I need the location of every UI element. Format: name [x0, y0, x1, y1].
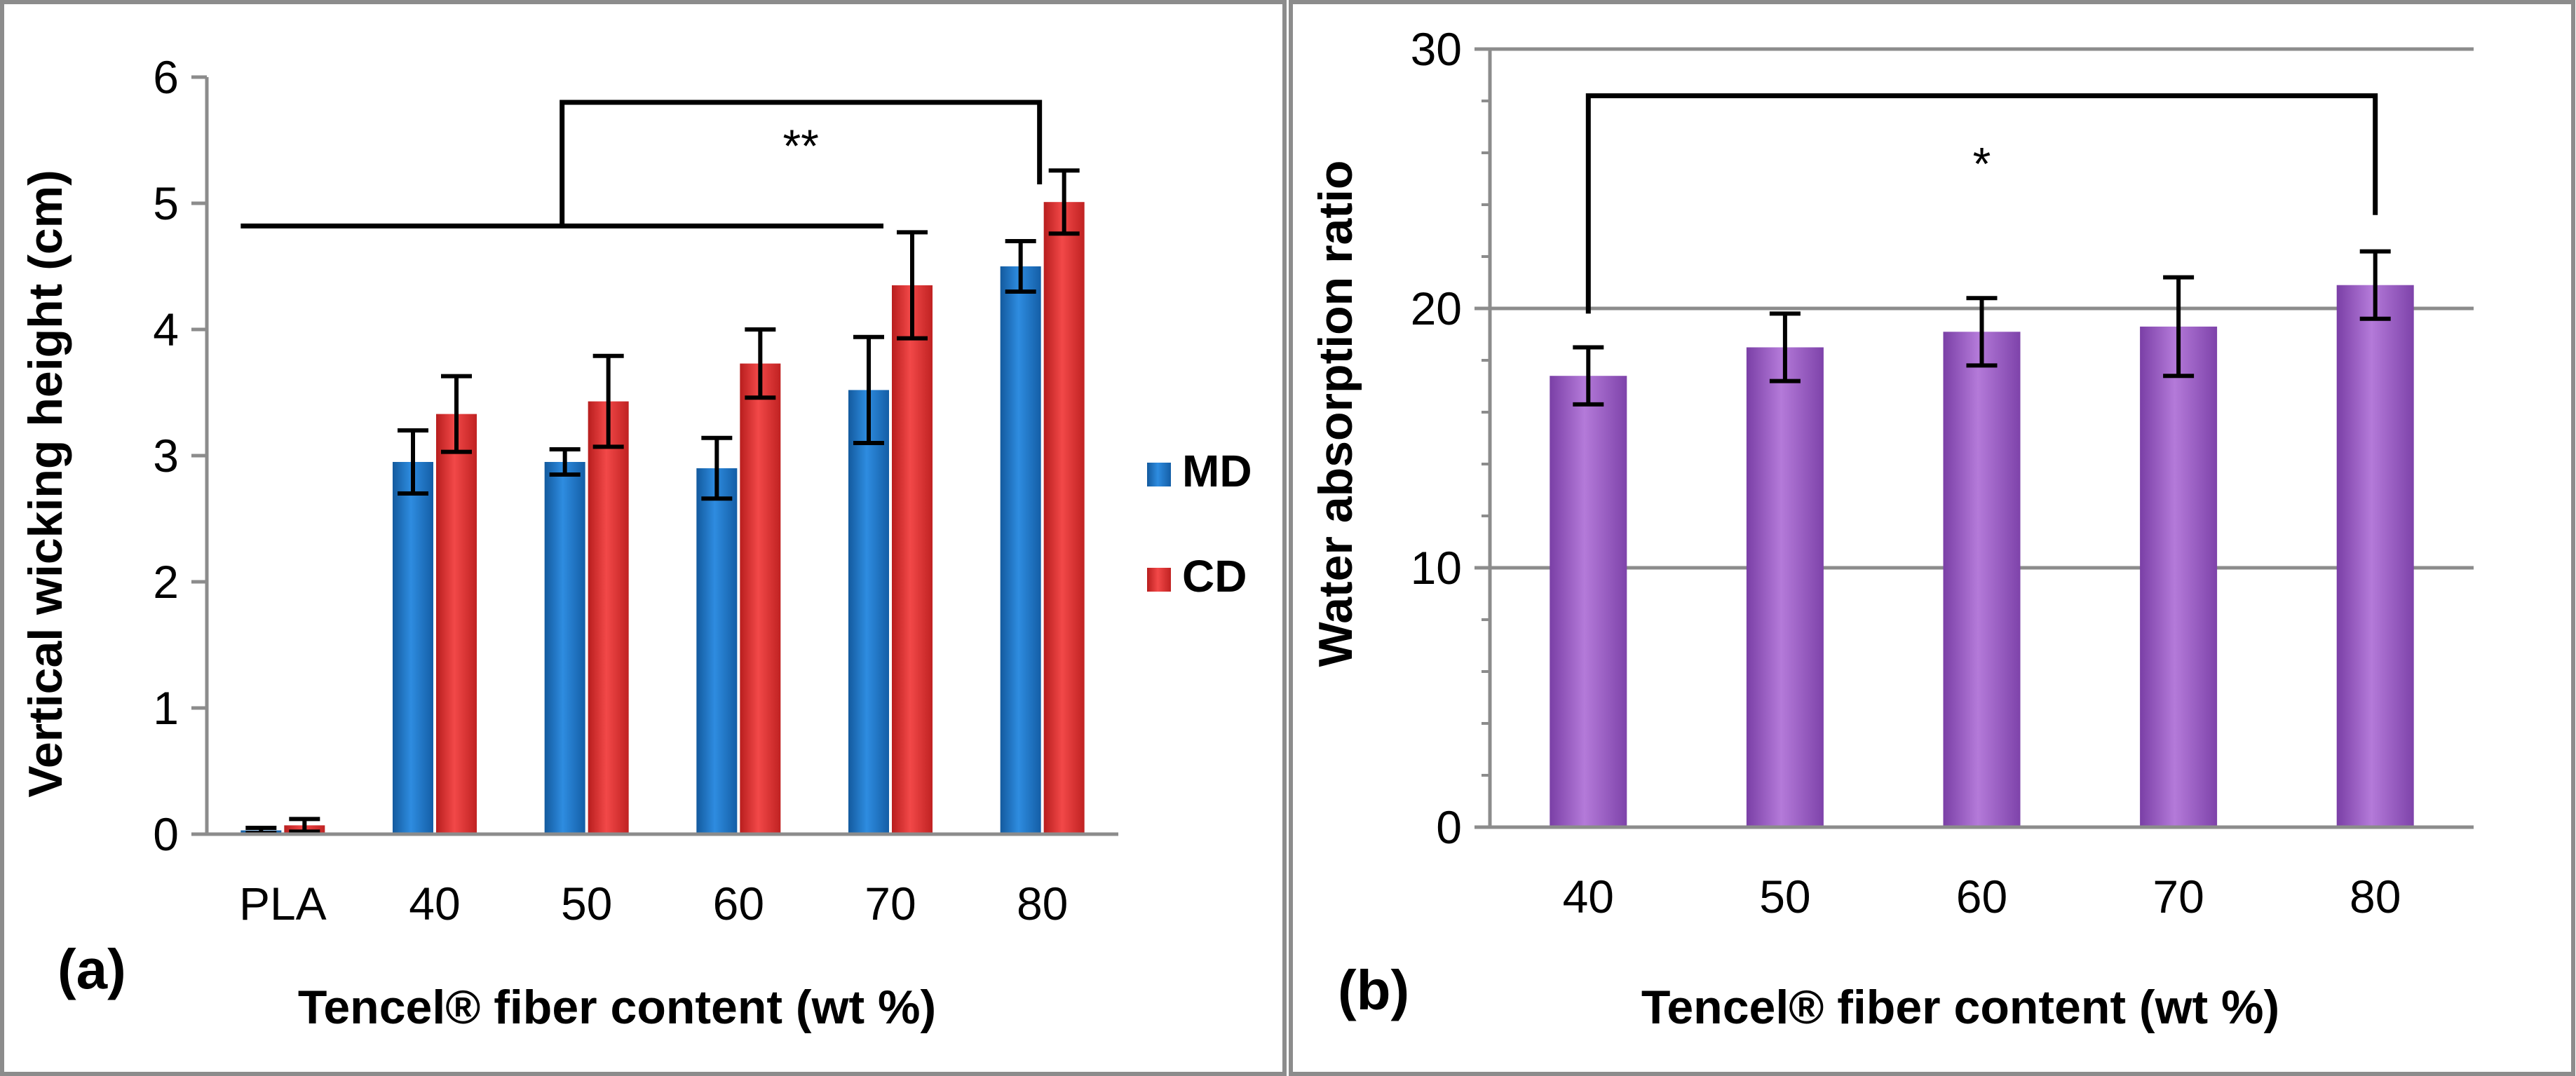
x-axis-title: Tencel® fiber content (wt %)	[298, 981, 936, 1034]
y-tick-label: 20	[1411, 282, 1462, 334]
significance-bracket	[240, 100, 1043, 229]
error-bar	[1966, 296, 1998, 368]
error-bar-cd	[745, 327, 776, 400]
wicking-height-chart: 0 1 2 3 4 5 6 PLA 40 50 60 70 80 ** Vertical wickin…	[0, 0, 1287, 1076]
y-tick-label: 6	[153, 51, 179, 103]
x-tick-label: 80	[1017, 878, 1068, 929]
x-tick-label: 50	[1759, 871, 1810, 922]
y-axis-title: Water absorption ratio	[1309, 161, 1362, 667]
bar-cd	[588, 401, 629, 834]
legend: MD CD	[1147, 446, 1252, 601]
panel-border	[1289, 0, 2575, 1076]
x-tick-label: 60	[1956, 871, 2007, 922]
bar	[1746, 347, 1824, 827]
x-tick-label: 70	[865, 878, 916, 929]
error-bar-cd	[897, 230, 928, 341]
y-tick-label: 0	[1436, 801, 1462, 853]
legend-swatch-md	[1147, 463, 1171, 486]
bar-md	[1000, 266, 1041, 834]
chart-panel-b: 0 10 20 30 40 50 60 70 80 * Water absorption ra…	[1289, 0, 2576, 1076]
legend-swatch-cd	[1147, 568, 1171, 592]
x-tick-label: 40	[409, 878, 460, 929]
bar	[1943, 332, 2021, 827]
legend-label-cd: CD	[1182, 551, 1247, 601]
x-axis-title: Tencel® fiber content (wt %)	[1641, 981, 2279, 1034]
error-bar-md	[1005, 239, 1036, 294]
y-tick-label: 1	[153, 682, 179, 734]
y-tick-label: 2	[153, 556, 179, 608]
bar-cd	[892, 285, 933, 834]
bar	[2140, 326, 2218, 827]
significance-label: **	[782, 120, 818, 172]
error-bar-cd	[592, 353, 624, 449]
bar-md	[544, 462, 585, 834]
error-bar	[1769, 311, 1801, 383]
bar-cd	[1043, 202, 1085, 834]
bar-md	[696, 468, 738, 834]
x-tick-label: 60	[713, 878, 764, 929]
y-tick-label: 4	[153, 304, 179, 355]
significance-label: *	[1973, 138, 1991, 190]
legend-label-md: MD	[1182, 446, 1252, 496]
y-tick-label: 10	[1411, 542, 1462, 594]
bar-md	[393, 462, 433, 834]
error-bar	[1573, 345, 1604, 407]
x-tick-label: PLA	[239, 878, 327, 929]
bar-md	[848, 390, 889, 834]
error-bar-md	[398, 428, 428, 496]
x-tick-label: 40	[1563, 871, 1614, 922]
y-tick-label: 3	[153, 430, 179, 482]
x-tick-label: 50	[561, 878, 612, 929]
bar-cd	[436, 414, 477, 834]
panel-border	[0, 0, 1287, 1076]
error-bar-cd	[1048, 168, 1080, 236]
water-absorption-chart: 0 10 20 30 40 50 60 70 80 * Water absorption ra…	[1289, 0, 2575, 1076]
error-bar	[2359, 249, 2391, 321]
error-bar-md	[549, 447, 581, 477]
bar-cd	[740, 363, 781, 834]
error-bar-cd	[441, 374, 472, 454]
significance-bracket	[1585, 93, 2378, 314]
y-tick-label: 0	[153, 808, 179, 860]
chart-panel-a: 0 1 2 3 4 5 6 PLA 40 50 60 70 80 ** Vertical wickin…	[0, 0, 1287, 1076]
y-axis-title: Vertical wicking height (cm)	[19, 170, 72, 798]
y-tick-label: 30	[1411, 23, 1462, 75]
error-bar-cd	[289, 817, 320, 834]
panel-label: (a)	[57, 938, 126, 1000]
x-tick-label: 80	[2350, 871, 2401, 922]
x-tick-label: 70	[2153, 871, 2204, 922]
error-bar	[2163, 275, 2195, 379]
panel-label: (b)	[1338, 959, 1409, 1021]
error-bar-md	[701, 435, 733, 501]
y-tick-label: 5	[153, 177, 179, 229]
error-bar-md	[853, 334, 884, 445]
bar	[2336, 285, 2414, 827]
bar	[1550, 376, 1627, 827]
